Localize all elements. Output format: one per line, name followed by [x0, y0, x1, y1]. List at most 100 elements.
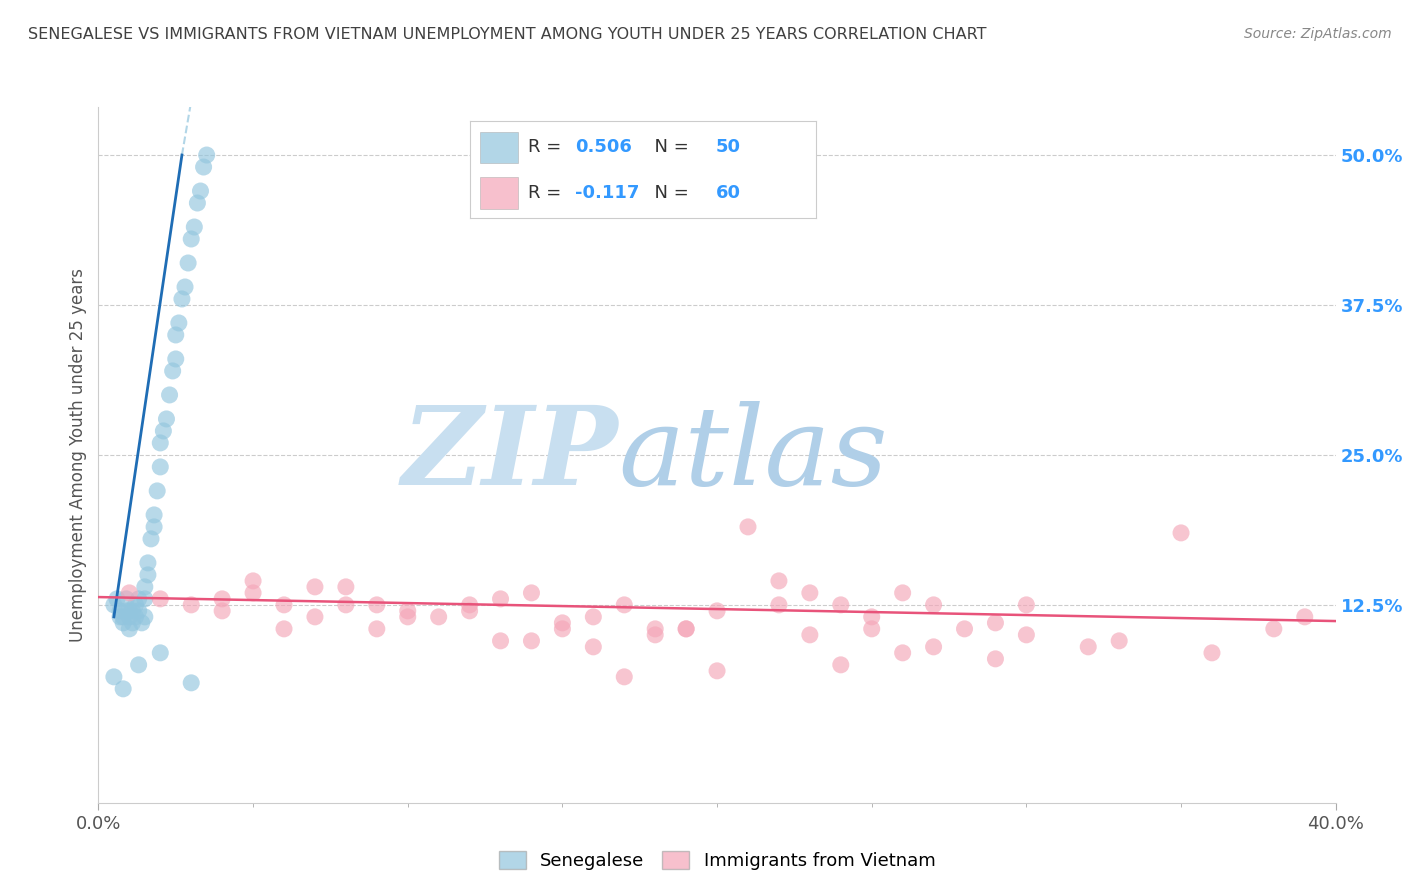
Point: [582, 610, 605, 624]
Point: [108, 604, 131, 618]
Point: [152, 424, 174, 438]
Point: [1015, 628, 1038, 642]
Point: [162, 364, 184, 378]
Point: [520, 586, 543, 600]
Point: [139, 532, 162, 546]
Point: [366, 598, 388, 612]
Point: [115, 604, 138, 618]
Point: [706, 604, 728, 618]
Point: [131, 615, 153, 630]
Point: [136, 567, 159, 582]
Point: [644, 622, 666, 636]
Point: [105, 591, 128, 606]
Point: [149, 436, 172, 450]
Point: [520, 633, 543, 648]
Point: [984, 615, 1007, 630]
Point: [860, 610, 883, 624]
Point: [1294, 610, 1316, 624]
Point: [242, 574, 264, 588]
Point: [108, 610, 131, 624]
Point: [953, 622, 976, 636]
Point: [115, 591, 138, 606]
Point: [180, 676, 202, 690]
Point: [1170, 525, 1192, 540]
Point: [427, 610, 450, 624]
Point: [149, 591, 172, 606]
Text: atlas: atlas: [619, 401, 887, 508]
Point: [149, 459, 172, 474]
Point: [128, 591, 150, 606]
Point: [489, 591, 512, 606]
Point: [112, 610, 135, 624]
Point: [211, 604, 233, 618]
Point: [768, 598, 790, 612]
Point: [193, 160, 215, 174]
Point: [136, 556, 159, 570]
Point: [273, 622, 295, 636]
Point: [118, 586, 141, 600]
Point: [830, 657, 852, 672]
Point: [551, 615, 574, 630]
Point: [155, 412, 177, 426]
Point: [170, 292, 193, 306]
Point: [706, 664, 728, 678]
Point: [174, 280, 197, 294]
Point: [396, 604, 419, 618]
Point: [1015, 598, 1038, 612]
Point: [1108, 633, 1130, 648]
Point: [195, 148, 218, 162]
Point: [891, 646, 914, 660]
Point: [149, 646, 172, 660]
Point: [134, 610, 156, 624]
Point: [458, 598, 481, 612]
Point: [304, 610, 326, 624]
Point: [273, 598, 295, 612]
Point: [103, 598, 125, 612]
Point: [118, 622, 141, 636]
Point: [167, 316, 190, 330]
Point: [118, 610, 141, 624]
Point: [984, 652, 1007, 666]
Point: [551, 622, 574, 636]
Point: [112, 615, 135, 630]
Point: [177, 256, 200, 270]
Point: [112, 681, 135, 696]
Point: [366, 622, 388, 636]
Y-axis label: Unemployment Among Youth under 25 years: Unemployment Among Youth under 25 years: [69, 268, 87, 642]
Point: [180, 598, 202, 612]
Text: ZIP: ZIP: [402, 401, 619, 508]
Point: [613, 598, 636, 612]
Point: [165, 328, 187, 343]
Point: [304, 580, 326, 594]
Point: [159, 388, 181, 402]
Point: [121, 615, 143, 630]
Point: [128, 657, 150, 672]
Legend: Senegalese, Immigrants from Vietnam: Senegalese, Immigrants from Vietnam: [491, 844, 943, 877]
Point: [891, 586, 914, 600]
Point: [922, 598, 945, 612]
Point: [180, 232, 202, 246]
Point: [768, 574, 790, 588]
Point: [124, 610, 146, 624]
Point: [582, 640, 605, 654]
Point: [190, 184, 212, 198]
Point: [613, 670, 636, 684]
Point: [121, 604, 143, 618]
Text: SENEGALESE VS IMMIGRANTS FROM VIETNAM UNEMPLOYMENT AMONG YOUTH UNDER 25 YEARS CO: SENEGALESE VS IMMIGRANTS FROM VIETNAM UN…: [28, 27, 987, 42]
Point: [186, 196, 208, 211]
Point: [675, 622, 697, 636]
Point: [335, 580, 357, 594]
Point: [860, 622, 883, 636]
Point: [134, 591, 156, 606]
Point: [146, 483, 169, 498]
Point: [128, 604, 150, 618]
Point: [644, 628, 666, 642]
Point: [458, 604, 481, 618]
Point: [1201, 646, 1223, 660]
Point: [183, 219, 205, 234]
Point: [143, 520, 166, 534]
Point: [799, 628, 821, 642]
Point: [830, 598, 852, 612]
Point: [134, 580, 156, 594]
Point: [799, 586, 821, 600]
